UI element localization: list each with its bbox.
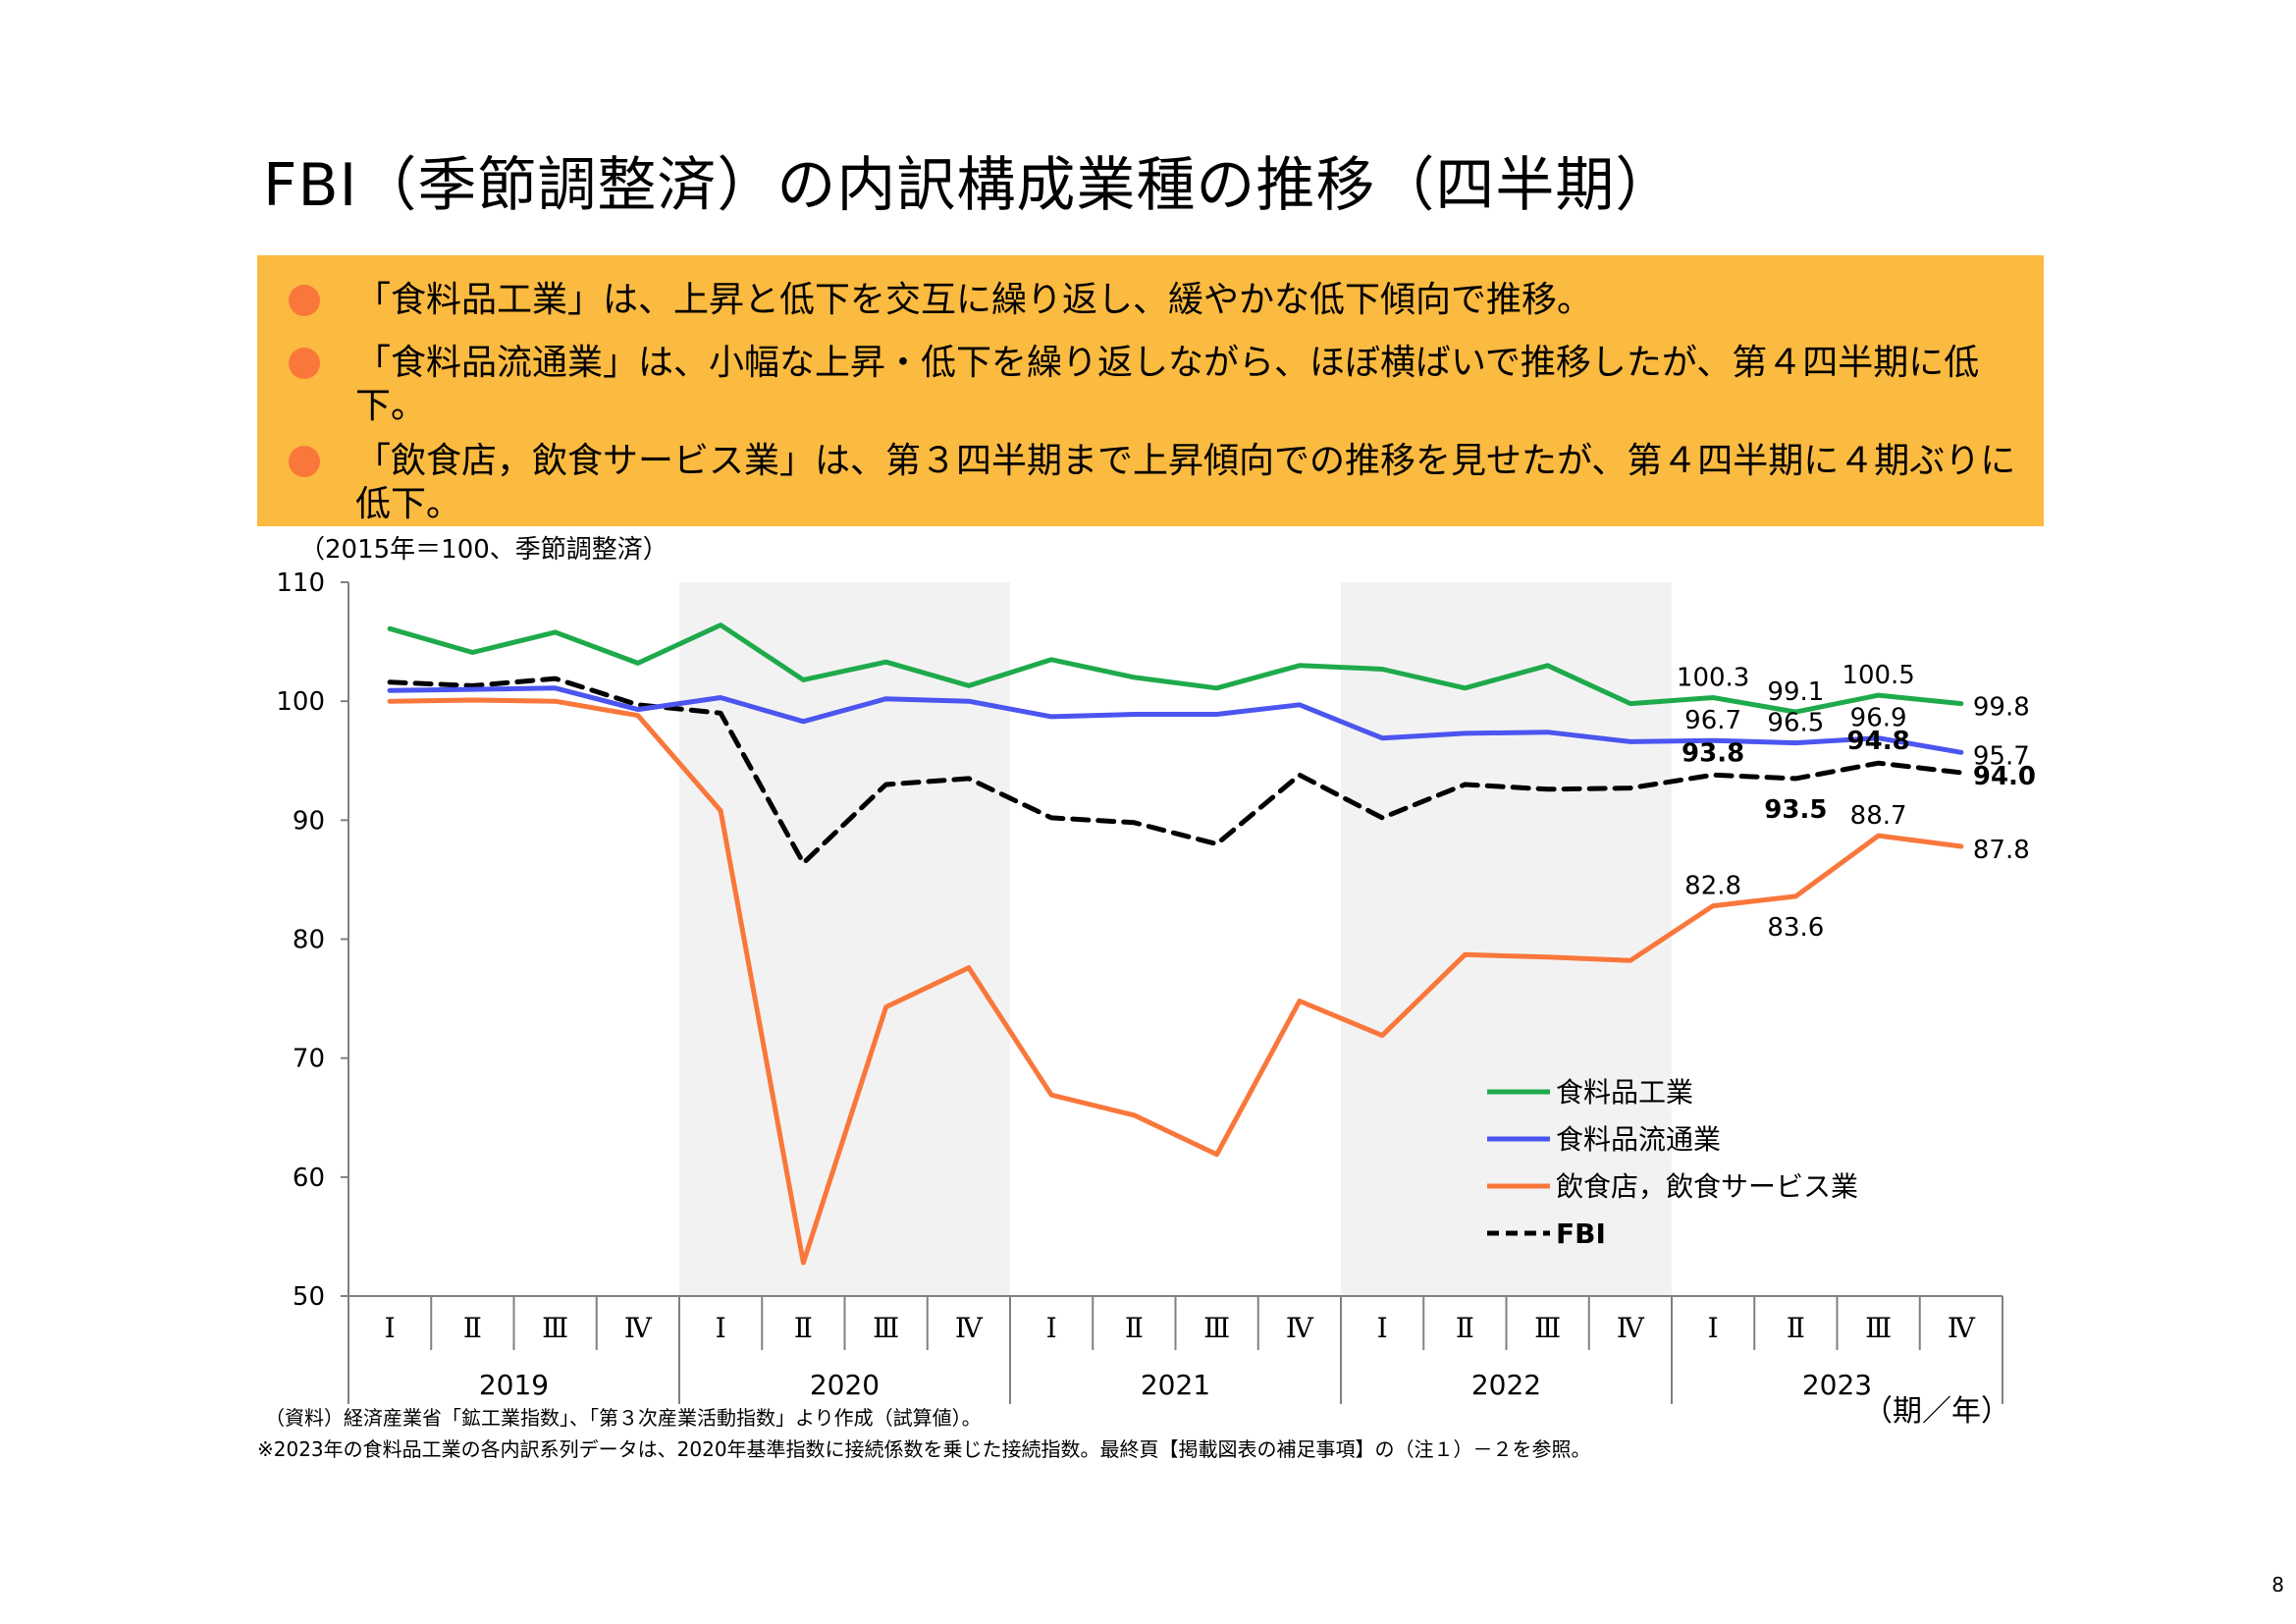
- y-tick-label-90: 90: [293, 806, 325, 836]
- data-label-s1-16: 96.7: [1684, 706, 1741, 735]
- series-line-1: [387, 685, 1964, 755]
- bullet-text-1: 「食料品工業」は、上昇と低下を交互に繰り返し、緩やかな低下傾向で推移。: [355, 280, 1593, 320]
- data-label-s3-16: 93.8: [1682, 738, 1744, 768]
- quarter-label-0: Ⅰ: [385, 1312, 396, 1344]
- quarter-label-7: Ⅳ: [955, 1312, 984, 1344]
- shaded-band-2020: [679, 582, 1010, 1296]
- quarter-label-5: Ⅱ: [794, 1312, 813, 1344]
- data-label-s3-18: 94.8: [1847, 727, 1910, 756]
- quarter-label-18: Ⅲ: [1865, 1312, 1892, 1344]
- legend-label-1: 食料品流通業: [1556, 1123, 1721, 1156]
- data-label-s2-17: 83.6: [1767, 913, 1824, 943]
- bullet-dot-2: [289, 348, 320, 379]
- summary-callout: 「食料品工業」は、上昇と低下を交互に繰り返し、緩やかな低下傾向で推移。 「食料品…: [257, 255, 2044, 526]
- quarter-label-3: Ⅳ: [624, 1312, 653, 1344]
- quarter-label-2: Ⅲ: [542, 1312, 568, 1344]
- footnote: ※2023年の食料品工業の各内訳系列データは、2020年基準指数に接続係数を乗じ…: [257, 1437, 1591, 1461]
- series-line-0: [387, 623, 1964, 715]
- data-label-s0-19: 99.8: [1973, 693, 2030, 723]
- data-label-s3-19: 94.0: [1973, 762, 2036, 791]
- legend-label-0: 食料品工業: [1556, 1076, 1693, 1109]
- quarter-label-12: Ⅰ: [1377, 1312, 1388, 1344]
- quarter-label-4: Ⅰ: [716, 1312, 726, 1344]
- quarter-label-9: Ⅱ: [1125, 1312, 1144, 1344]
- quarter-label-6: Ⅲ: [873, 1312, 899, 1344]
- year-label-2023: 2023: [1802, 1369, 1872, 1401]
- data-label-s1-18: 96.9: [1850, 704, 1907, 733]
- y-tick-label-70: 70: [293, 1045, 325, 1074]
- shaded-band-2022: [1341, 582, 1672, 1296]
- quarter-label-8: Ⅰ: [1046, 1312, 1057, 1344]
- y-tick-label-110: 110: [276, 568, 325, 598]
- series-line-2: [387, 697, 1964, 1266]
- y-tick-label-80: 80: [293, 926, 325, 955]
- data-label-s2-18: 88.7: [1850, 801, 1907, 831]
- data-label-s2-16: 82.8: [1684, 872, 1741, 901]
- y-axis-title: （2015年＝100、季節調整済）: [299, 535, 668, 565]
- data-label-s1-17: 96.5: [1767, 709, 1824, 738]
- quarter-label-13: Ⅱ: [1456, 1312, 1474, 1344]
- quarter-label-19: Ⅳ: [1948, 1312, 1976, 1344]
- page-title: FBI（季節調整済）の内訳構成業種の推移（四半期）: [263, 151, 1676, 220]
- year-label-2019: 2019: [479, 1369, 549, 1401]
- quarter-label-14: Ⅲ: [1534, 1312, 1561, 1344]
- y-tick-label-60: 60: [293, 1164, 325, 1193]
- year-label-2021: 2021: [1141, 1369, 1210, 1401]
- bullet-text-2: 「食料品流通業」は、小幅な上昇・低下を繰り返しながら、ほぼ横ばいで推移したが、第…: [355, 343, 1980, 426]
- data-label-s2-19: 87.8: [1973, 836, 2030, 865]
- data-label-s0-17: 99.1: [1767, 677, 1824, 707]
- quarter-label-10: Ⅲ: [1203, 1312, 1230, 1344]
- data-label-s0-18: 100.5: [1842, 661, 1914, 690]
- quarter-label-17: Ⅱ: [1787, 1312, 1805, 1344]
- source-note: （資料）経済産業省「鉱工業指数」、「第３次産業活動指数」より作成（試算値）。: [265, 1406, 982, 1430]
- legend-label-3: FBI: [1556, 1218, 1606, 1250]
- legend-label-2: 飲食店，飲食サービス業: [1556, 1170, 1858, 1203]
- year-label-2022: 2022: [1471, 1369, 1541, 1401]
- data-label-s0-16: 100.3: [1677, 664, 1749, 693]
- year-label-2020: 2020: [810, 1369, 880, 1401]
- y-tick-label-100: 100: [276, 687, 325, 717]
- bullet-dot-1: [289, 285, 320, 316]
- quarter-label-11: Ⅳ: [1286, 1312, 1314, 1344]
- y-tick-label-50: 50: [293, 1282, 325, 1312]
- x-axis-title: （期／年）: [1863, 1394, 2010, 1429]
- data-label-s3-17: 93.5: [1764, 795, 1827, 825]
- quarter-label-16: Ⅰ: [1708, 1312, 1719, 1344]
- quarter-label-1: Ⅱ: [463, 1312, 482, 1344]
- page-number: 8: [2271, 1573, 2284, 1597]
- quarter-label-15: Ⅳ: [1617, 1312, 1645, 1344]
- bullet-dot-3: [289, 446, 320, 477]
- data-label-s1-19: 95.7: [1973, 741, 2030, 771]
- bullet-text-3: 「飲食店，飲食サービス業」は、第３四半期まで上昇傾向での推移を見せたが、第４四半…: [355, 441, 2016, 524]
